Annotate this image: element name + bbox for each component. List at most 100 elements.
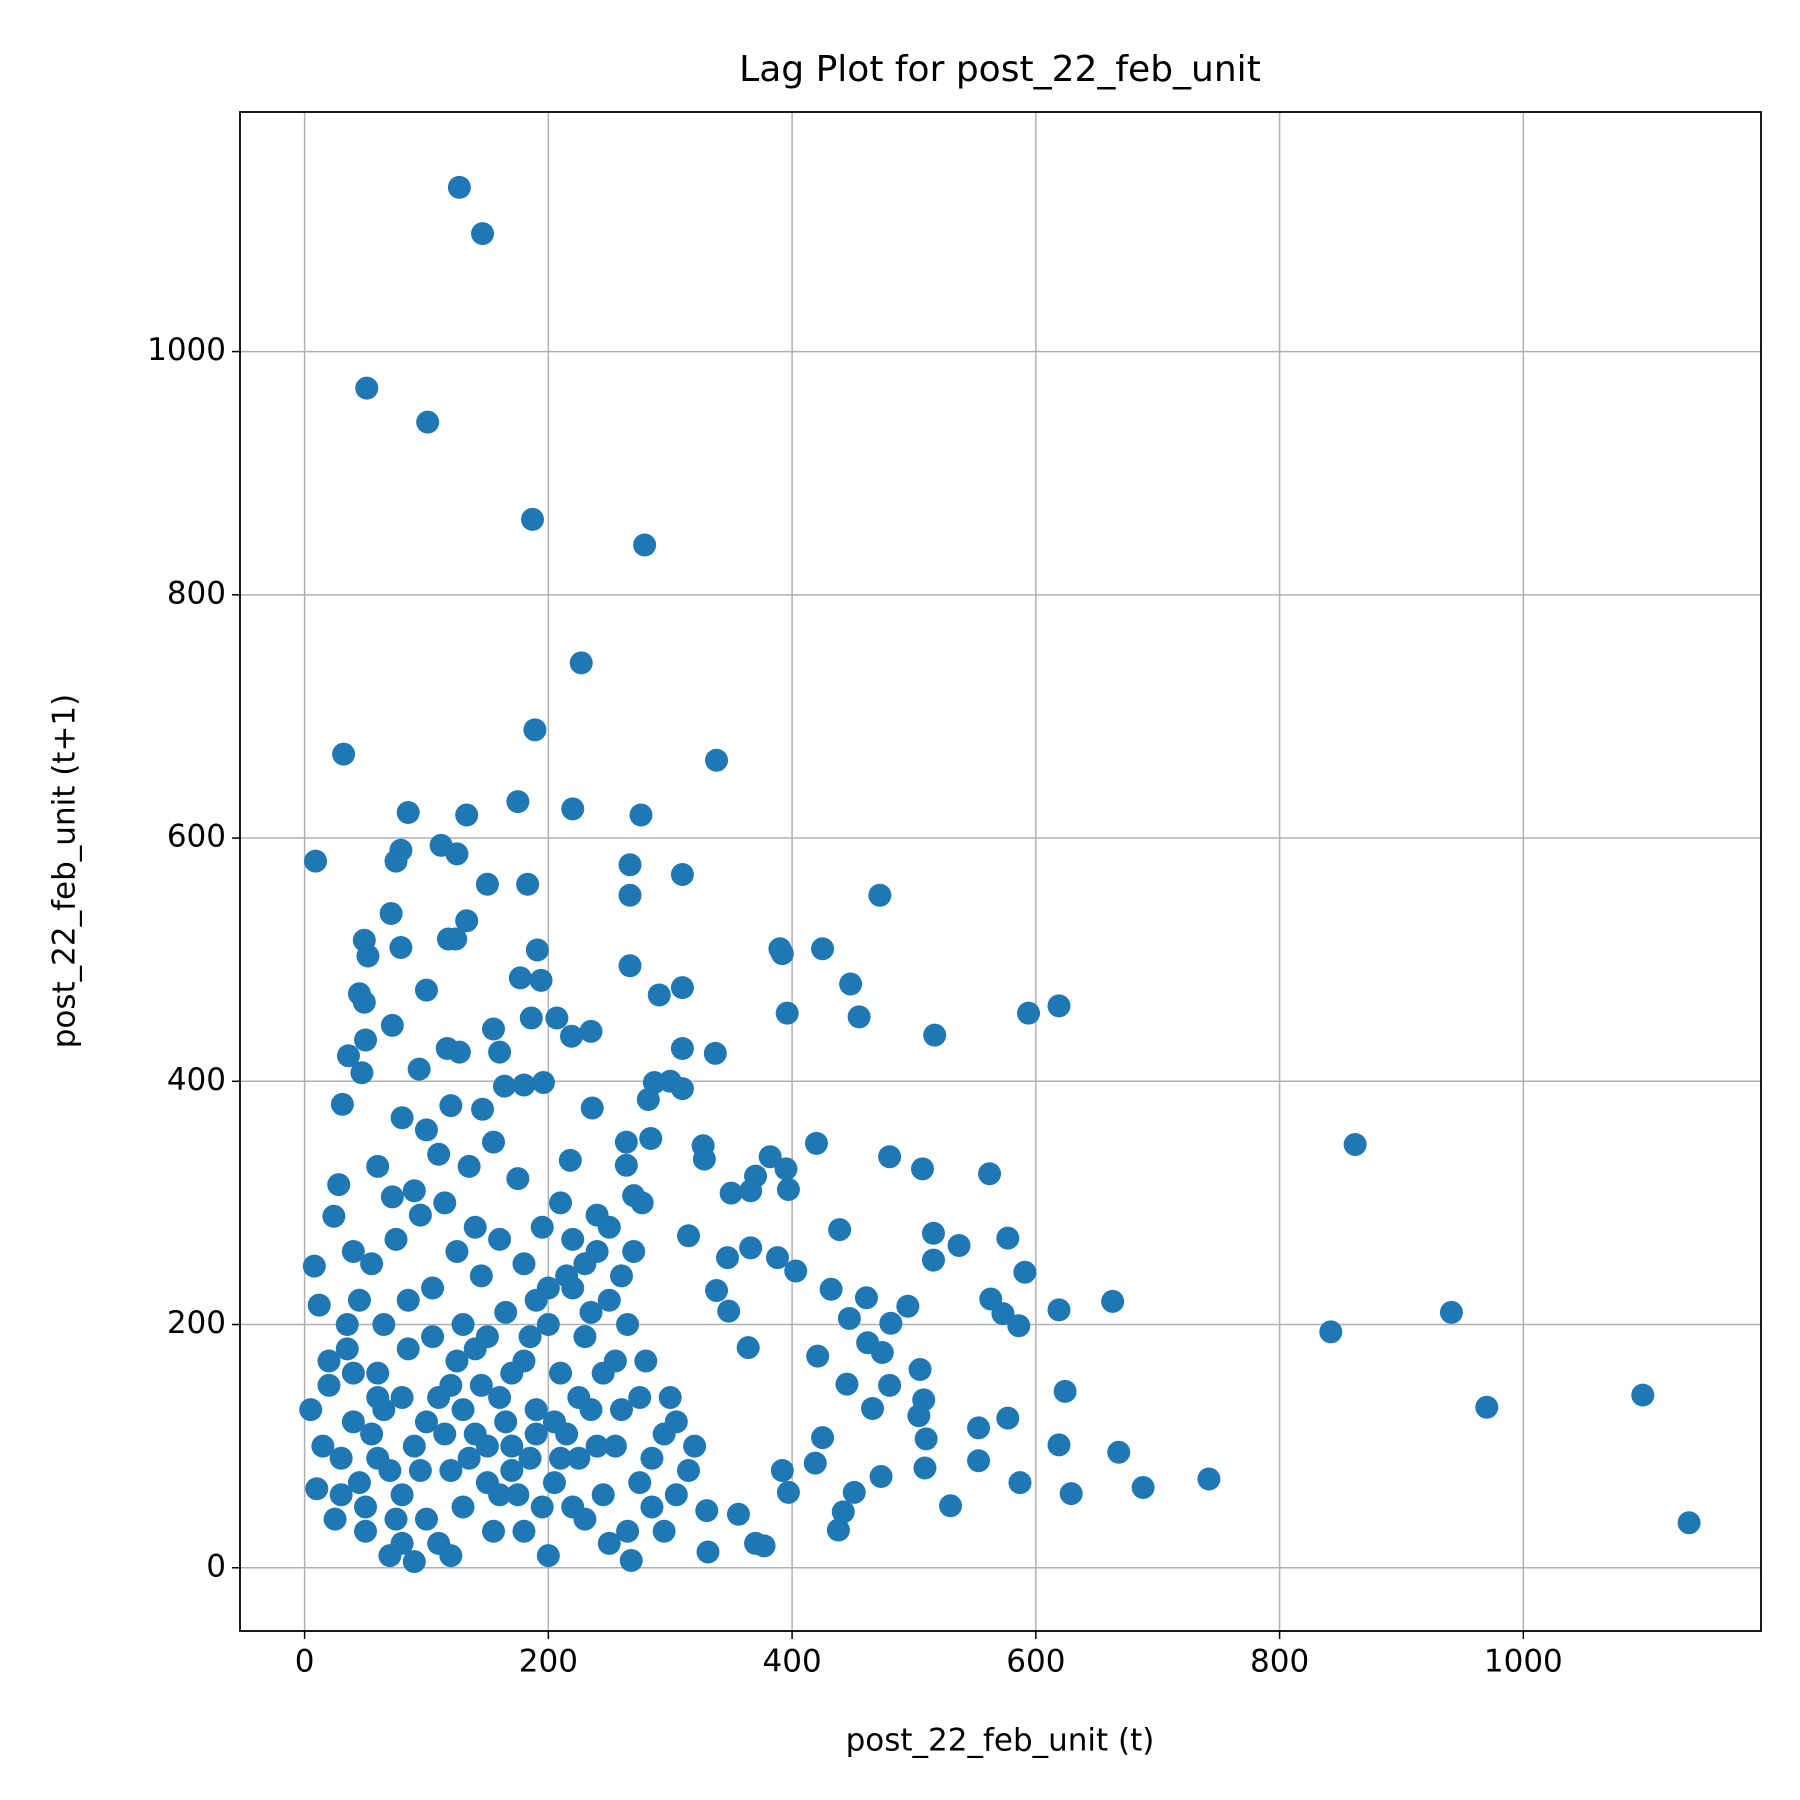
- point: [1047, 994, 1071, 1018]
- point: [414, 978, 438, 1002]
- point: [947, 1233, 971, 1257]
- point: [839, 972, 863, 996]
- point: [390, 1106, 414, 1130]
- point: [494, 1300, 518, 1324]
- point: [521, 507, 544, 531]
- point: [451, 1495, 475, 1519]
- point: [652, 1519, 676, 1543]
- point: [341, 1410, 365, 1434]
- point: [356, 944, 380, 968]
- point: [457, 1154, 481, 1178]
- point: [455, 803, 479, 827]
- point: [555, 1264, 579, 1288]
- point: [475, 1325, 499, 1349]
- point: [967, 1449, 991, 1473]
- point: [380, 1185, 404, 1209]
- point: [463, 1215, 487, 1239]
- point: [549, 1361, 573, 1385]
- point: [597, 1215, 621, 1239]
- point: [819, 1277, 843, 1301]
- point: [913, 1456, 937, 1480]
- point: [591, 1483, 615, 1507]
- point: [304, 849, 328, 873]
- point: [396, 801, 420, 825]
- point: [500, 1458, 524, 1482]
- point: [329, 1446, 353, 1470]
- point: [609, 1398, 633, 1422]
- point: [921, 1221, 945, 1245]
- point: [861, 1396, 885, 1420]
- point: [524, 1398, 548, 1422]
- point: [512, 1073, 536, 1097]
- point: [317, 1373, 341, 1397]
- point: [996, 1406, 1020, 1430]
- point: [804, 1131, 828, 1155]
- point: [347, 1288, 371, 1312]
- point: [1101, 1289, 1125, 1313]
- point: [523, 718, 547, 742]
- point: [907, 1404, 931, 1428]
- point: [639, 1126, 663, 1150]
- point: [482, 1519, 505, 1543]
- point: [1131, 1475, 1155, 1499]
- point: [355, 376, 379, 400]
- point: [716, 1246, 739, 1270]
- point: [407, 1057, 431, 1081]
- point: [1197, 1467, 1221, 1491]
- point: [640, 1446, 664, 1470]
- point: [770, 942, 794, 966]
- point: [1319, 1320, 1343, 1344]
- point: [847, 1005, 871, 1029]
- point: [569, 651, 593, 675]
- point: [923, 1023, 947, 1047]
- point: [634, 1349, 658, 1373]
- y-axis-label: post_22_feb_unit (t+1): [47, 694, 83, 1049]
- point: [870, 1340, 894, 1364]
- point: [389, 936, 413, 960]
- point: [921, 1248, 945, 1272]
- point: [828, 1218, 852, 1242]
- point: [414, 1507, 438, 1531]
- point: [444, 927, 468, 951]
- point: [677, 1458, 700, 1482]
- point: [471, 1097, 495, 1121]
- point: [629, 803, 653, 827]
- point: [402, 1179, 426, 1203]
- point: [978, 1162, 1002, 1186]
- y-tick-label: 200: [167, 1305, 226, 1341]
- point: [366, 1385, 390, 1409]
- point: [414, 1410, 438, 1434]
- point: [739, 1236, 763, 1260]
- point: [1047, 1298, 1071, 1322]
- point: [573, 1507, 597, 1531]
- points: [299, 175, 1701, 1574]
- y-tick-label: 600: [167, 819, 226, 855]
- point: [482, 1130, 505, 1154]
- point: [628, 1385, 652, 1409]
- point: [914, 1427, 938, 1451]
- point: [329, 1483, 353, 1507]
- point: [512, 1519, 536, 1543]
- point: [633, 533, 657, 557]
- point: [323, 1507, 347, 1531]
- point: [332, 742, 356, 766]
- point: [396, 1288, 420, 1312]
- point: [1053, 1379, 1077, 1403]
- point: [335, 1313, 359, 1337]
- point: [396, 1337, 420, 1361]
- point: [488, 1483, 512, 1507]
- point: [579, 1019, 603, 1043]
- point: [516, 872, 540, 896]
- point: [618, 853, 642, 877]
- point: [305, 1477, 329, 1501]
- point: [512, 1252, 536, 1276]
- point: [908, 1358, 932, 1382]
- point: [447, 175, 471, 199]
- point: [549, 1191, 573, 1215]
- point: [330, 1092, 354, 1116]
- x-tick-label: 600: [1006, 1644, 1065, 1680]
- point: [695, 1499, 719, 1523]
- point: [518, 1325, 542, 1349]
- point: [597, 1288, 621, 1312]
- point: [991, 1302, 1015, 1326]
